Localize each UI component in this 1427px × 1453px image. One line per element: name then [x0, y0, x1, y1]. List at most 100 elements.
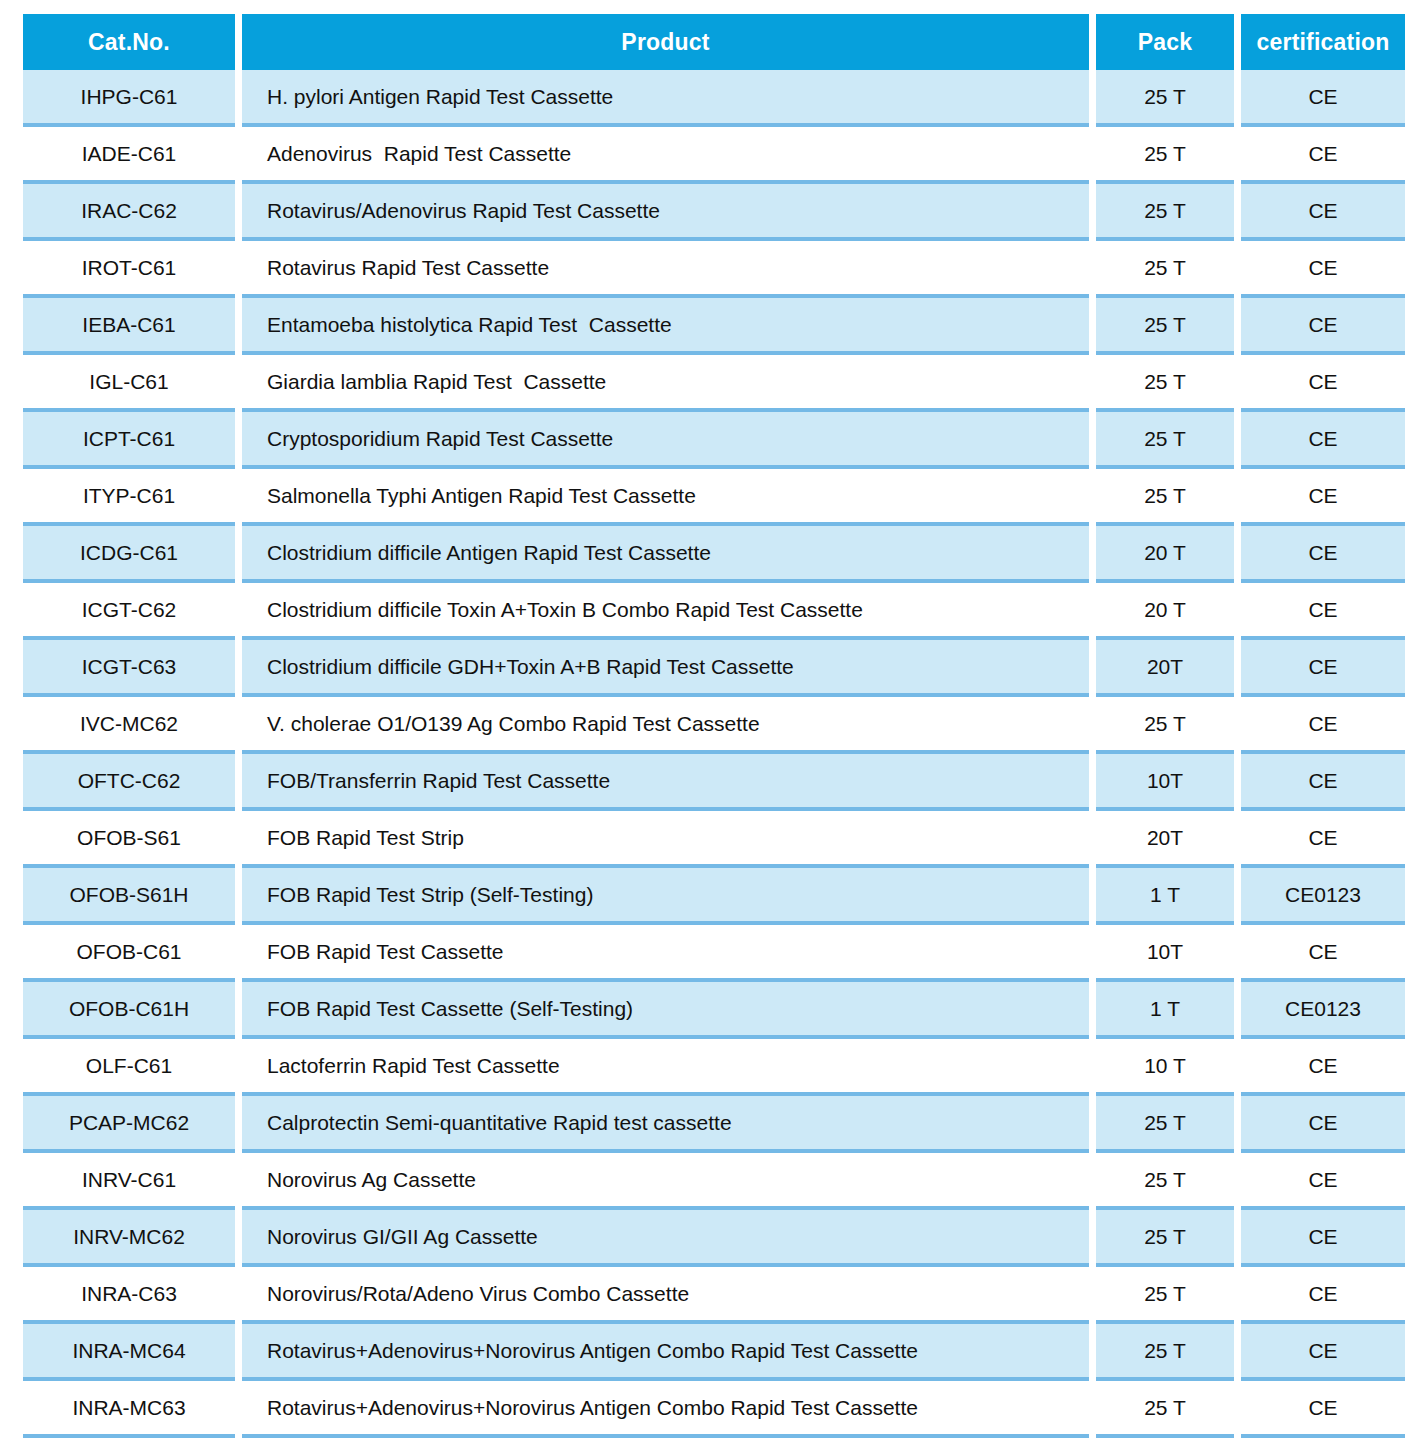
cell-product: Norovirus/Rota/Adeno Virus Combo Cassett…	[242, 1267, 1089, 1324]
cell-cat-no: OFOB-C61H	[23, 982, 235, 1039]
cell-product: FOB/Transferrin Rapid Test Cassette	[242, 754, 1089, 811]
cell-certification: CE	[1241, 184, 1405, 241]
cell-certification: CE	[1241, 127, 1405, 184]
cell-certification: CE	[1241, 1153, 1405, 1210]
table-row: IVC-MC62 V. cholerae O1/O139 Ag Combo Ra…	[23, 697, 1405, 754]
cell-pack: 25 T	[1096, 127, 1234, 184]
cell-certification: CE	[1241, 811, 1405, 868]
cell-pack: 25 T	[1096, 1153, 1234, 1210]
table-row: INRV-C61 Norovirus Ag Cassette 25 T CE	[23, 1153, 1405, 1210]
cell-certification: CE	[1241, 925, 1405, 982]
cell-certification: CE0123	[1241, 868, 1405, 925]
cell-pack: 1 T	[1096, 868, 1234, 925]
column-header-certification: certification	[1241, 14, 1405, 70]
cell-cat-no: ICGT-C63	[23, 640, 235, 697]
cell-product: Calprotectin Semi-quantitative Rapid tes…	[242, 1096, 1089, 1153]
cell-product: Entamoeba histolytica Rapid Test Cassett…	[242, 298, 1089, 355]
cell-pack: 20 T	[1096, 583, 1234, 640]
cell-certification: CE	[1241, 697, 1405, 754]
table-row: IADE-C61 Adenovirus Rapid Test Cassette …	[23, 127, 1405, 184]
table-row: ICPT-C61 Cryptosporidium Rapid Test Cass…	[23, 412, 1405, 469]
cell-cat-no: IHPG-C61	[23, 70, 235, 127]
cell-pack: 10T	[1096, 925, 1234, 982]
cell-pack: 25 T	[1096, 697, 1234, 754]
cell-cat-no: IROT-C61	[23, 241, 235, 298]
cell-pack: 25 T	[1096, 1381, 1234, 1438]
cell-product: Salmonella Typhi Antigen Rapid Test Cass…	[242, 469, 1089, 526]
cell-cat-no: IGL-C61	[23, 355, 235, 412]
cell-pack: 20 T	[1096, 526, 1234, 583]
cell-certification: CE	[1241, 1324, 1405, 1381]
cell-certification: CE	[1241, 640, 1405, 697]
cell-product: Clostridium difficile Toxin A+Toxin B Co…	[242, 583, 1089, 640]
table-row: IRAC-C62 Rotavirus/Adenovirus Rapid Test…	[23, 184, 1405, 241]
table-row: INRA-MC63 Rotavirus+Adenovirus+Norovirus…	[23, 1381, 1405, 1438]
cell-cat-no: INRA-C63	[23, 1267, 235, 1324]
cell-cat-no: OFOB-C61	[23, 925, 235, 982]
cell-product: Lactoferrin Rapid Test Cassette	[242, 1039, 1089, 1096]
cell-certification: CE	[1241, 754, 1405, 811]
cell-pack: 1 T	[1096, 982, 1234, 1039]
cell-cat-no: IADE-C61	[23, 127, 235, 184]
cell-cat-no: INRV-C61	[23, 1153, 235, 1210]
cell-pack: 10 T	[1096, 1039, 1234, 1096]
cell-pack: 25 T	[1096, 1324, 1234, 1381]
table-row: OLF-C61 Lactoferrin Rapid Test Cassette …	[23, 1039, 1405, 1096]
cell-certification: CE0123	[1241, 982, 1405, 1039]
table-row: ICGT-C62 Clostridium difficile Toxin A+T…	[23, 583, 1405, 640]
cell-cat-no: IEBA-C61	[23, 298, 235, 355]
cell-product: Clostridium difficile GDH+Toxin A+B Rapi…	[242, 640, 1089, 697]
cell-certification: CE	[1241, 1381, 1405, 1438]
table-row: ITYP-C61 Salmonella Typhi Antigen Rapid …	[23, 469, 1405, 526]
cell-product: Rotavirus/Adenovirus Rapid Test Cassette	[242, 184, 1089, 241]
cell-pack: 25 T	[1096, 412, 1234, 469]
table-row: PCAP-MC62 Calprotectin Semi-quantitative…	[23, 1096, 1405, 1153]
cell-cat-no: ICDG-C61	[23, 526, 235, 583]
cell-certification: CE	[1241, 526, 1405, 583]
table-body: IHPG-C61 H. pylori Antigen Rapid Test Ca…	[23, 70, 1405, 1438]
cell-cat-no: ITYP-C61	[23, 469, 235, 526]
cell-pack: 10T	[1096, 754, 1234, 811]
table-row: INRA-MC64 Rotavirus+Adenovirus+Norovirus…	[23, 1324, 1405, 1381]
table-row: IHPG-C61 H. pylori Antigen Rapid Test Ca…	[23, 70, 1405, 127]
cell-product: V. cholerae O1/O139 Ag Combo Rapid Test …	[242, 697, 1089, 754]
cell-cat-no: OFOB-S61	[23, 811, 235, 868]
cell-certification: CE	[1241, 298, 1405, 355]
product-catalog-page: Cat.No. Product Pack certification IHPG-…	[0, 0, 1427, 1453]
table-row: INRV-MC62 Norovirus GI/GII Ag Cassette 2…	[23, 1210, 1405, 1267]
cell-product: Clostridium difficile Antigen Rapid Test…	[242, 526, 1089, 583]
table-row: ICGT-C63 Clostridium difficile GDH+Toxin…	[23, 640, 1405, 697]
cell-product: Rotavirus Rapid Test Cassette	[242, 241, 1089, 298]
cell-cat-no: PCAP-MC62	[23, 1096, 235, 1153]
column-header-pack: Pack	[1096, 14, 1234, 70]
table-row: INRA-C63 Norovirus/Rota/Adeno Virus Comb…	[23, 1267, 1405, 1324]
cell-cat-no: ICPT-C61	[23, 412, 235, 469]
table-row: IEBA-C61 Entamoeba histolytica Rapid Tes…	[23, 298, 1405, 355]
cell-certification: CE	[1241, 355, 1405, 412]
cell-certification: CE	[1241, 1210, 1405, 1267]
cell-product: Cryptosporidium Rapid Test Cassette	[242, 412, 1089, 469]
cell-pack: 25 T	[1096, 184, 1234, 241]
table-row: IROT-C61 Rotavirus Rapid Test Cassette 2…	[23, 241, 1405, 298]
cell-certification: CE	[1241, 1039, 1405, 1096]
cell-cat-no: ICGT-C62	[23, 583, 235, 640]
cell-product: Norovirus Ag Cassette	[242, 1153, 1089, 1210]
cell-pack: 25 T	[1096, 298, 1234, 355]
cell-pack: 25 T	[1096, 70, 1234, 127]
cell-product: Giardia lamblia Rapid Test Cassette	[242, 355, 1089, 412]
cell-certification: CE	[1241, 1267, 1405, 1324]
cell-cat-no: INRA-MC63	[23, 1381, 235, 1438]
cell-product: FOB Rapid Test Strip (Self-Testing)	[242, 868, 1089, 925]
cell-certification: CE	[1241, 1096, 1405, 1153]
table-row: OFTC-C62 FOB/Transferrin Rapid Test Cass…	[23, 754, 1405, 811]
cell-cat-no: OFOB-S61H	[23, 868, 235, 925]
column-header-cat-no: Cat.No.	[23, 14, 235, 70]
cell-pack: 25 T	[1096, 1210, 1234, 1267]
cell-certification: CE	[1241, 583, 1405, 640]
cell-certification: CE	[1241, 469, 1405, 526]
table-row: OFOB-S61 FOB Rapid Test Strip 20T CE	[23, 811, 1405, 868]
cell-product: Rotavirus+Adenovirus+Norovirus Antigen C…	[242, 1324, 1089, 1381]
cell-pack: 20T	[1096, 640, 1234, 697]
table-row: OFOB-C61 FOB Rapid Test Cassette 10T CE	[23, 925, 1405, 982]
cell-product: Rotavirus+Adenovirus+Norovirus Antigen C…	[242, 1381, 1089, 1438]
